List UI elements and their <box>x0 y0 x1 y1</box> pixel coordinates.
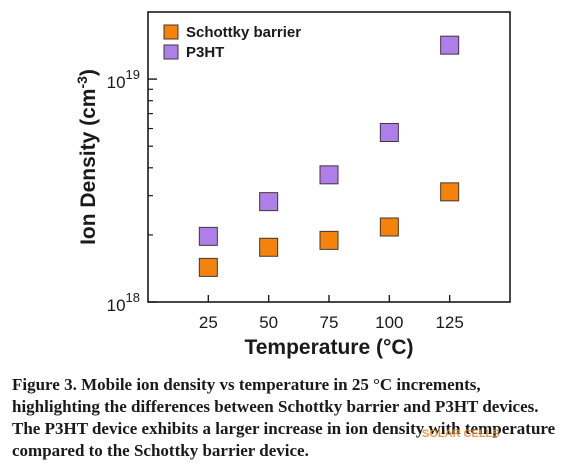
chart: 1018 1019 25 50 75 100 125 Schottky barrier P3… <box>74 11 511 359</box>
watermark: SOLAR CELLS <box>422 428 500 440</box>
legend: Schottky barrier P3HT <box>163 24 301 61</box>
data-point-p3ht <box>319 165 339 185</box>
data-points <box>198 35 460 277</box>
legend-label: Schottky barrier <box>186 24 301 41</box>
y-axis-ticks: 1018 1019 <box>107 67 157 315</box>
figure-caption: Figure 3. Mobile ion density vs temperat… <box>12 375 556 460</box>
x-tick-label: 100 <box>375 313 403 332</box>
data-point-schottky <box>198 257 218 277</box>
legend-swatch <box>163 44 179 60</box>
x-tick-label: 50 <box>259 313 278 332</box>
data-point-p3ht <box>440 35 460 55</box>
data-point-schottky <box>440 182 460 202</box>
data-point-p3ht <box>198 226 218 246</box>
data-point-schottky <box>319 230 339 250</box>
y-tick-label: 1019 <box>107 67 140 92</box>
data-point-schottky <box>259 237 279 257</box>
y-axis-title: Ion Density (cm-3) <box>74 69 100 245</box>
x-axis-ticks: 25 50 75 100 125 <box>199 295 464 332</box>
x-tick-label: 25 <box>199 313 218 332</box>
plot-area-border <box>147 11 511 303</box>
x-axis-title: Temperature (°C) <box>244 336 413 359</box>
x-tick-label: 75 <box>320 313 339 332</box>
y-tick-label: 1018 <box>107 290 140 315</box>
legend-label: P3HT <box>186 44 224 61</box>
legend-swatch <box>163 24 179 40</box>
data-point-schottky <box>379 217 399 237</box>
axis-titles: Temperature (°C) Ion Density (cm-3) <box>74 69 414 359</box>
data-point-p3ht <box>379 123 399 143</box>
plot-frame <box>147 11 511 303</box>
data-point-p3ht <box>259 192 279 212</box>
x-tick-label: 125 <box>435 313 463 332</box>
